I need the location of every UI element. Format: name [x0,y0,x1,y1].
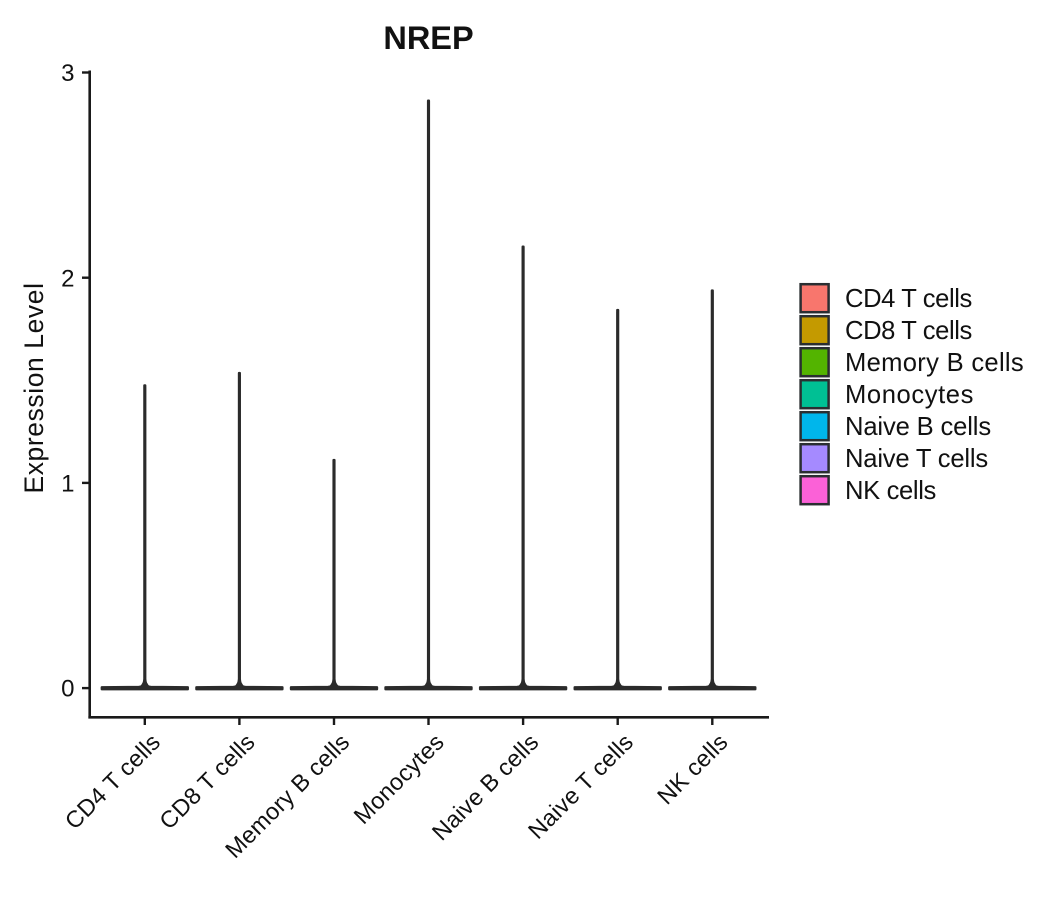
svg-text:CD8 T cells: CD8 T cells [154,729,260,835]
svg-text:Memory B cells: Memory B cells [845,349,1024,377]
svg-text:NK cells: NK cells [845,477,936,505]
svg-text:NREP: NREP [383,20,473,56]
svg-text:CD4 T cells: CD4 T cells [845,285,972,313]
svg-text:3: 3 [61,60,74,87]
svg-text:0: 0 [61,676,74,703]
svg-text:2: 2 [61,265,74,292]
svg-text:Naive T cells: Naive T cells [845,445,988,473]
svg-text:Expression Level: Expression Level [19,282,49,493]
svg-text:Naive B cells: Naive B cells [845,413,991,441]
svg-text:CD8 T cells: CD8 T cells [845,317,972,345]
svg-text:Monocytes: Monocytes [349,729,449,829]
svg-text:NK cells: NK cells [652,729,733,810]
svg-text:1: 1 [61,471,74,498]
svg-text:CD4 T cells: CD4 T cells [60,729,166,835]
svg-text:Monocytes: Monocytes [845,381,974,409]
